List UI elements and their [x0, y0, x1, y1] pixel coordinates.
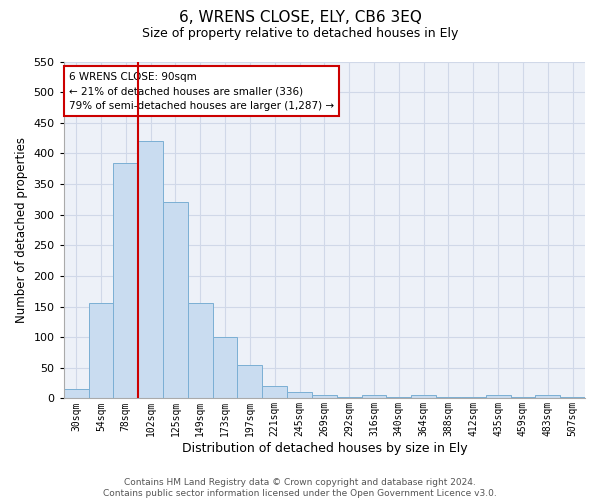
Bar [163, 202, 188, 398]
Bar [89, 304, 113, 398]
Bar [511, 396, 535, 398]
Bar [436, 396, 461, 398]
Bar [188, 304, 212, 398]
Text: Size of property relative to detached houses in Ely: Size of property relative to detached ho… [142, 28, 458, 40]
Bar [386, 396, 411, 398]
Bar [486, 396, 511, 398]
Bar [362, 396, 386, 398]
Bar [312, 396, 337, 398]
Bar [560, 396, 585, 398]
Text: 6 WRENS CLOSE: 90sqm
← 21% of detached houses are smaller (336)
79% of semi-deta: 6 WRENS CLOSE: 90sqm ← 21% of detached h… [69, 72, 334, 111]
Bar [262, 386, 287, 398]
Bar [461, 396, 486, 398]
Bar [138, 141, 163, 399]
Bar [411, 396, 436, 398]
Bar [238, 364, 262, 398]
Bar [535, 396, 560, 398]
Bar [287, 392, 312, 398]
Bar [212, 337, 238, 398]
Text: Contains HM Land Registry data © Crown copyright and database right 2024.
Contai: Contains HM Land Registry data © Crown c… [103, 478, 497, 498]
Bar [64, 389, 89, 398]
Y-axis label: Number of detached properties: Number of detached properties [15, 137, 28, 323]
X-axis label: Distribution of detached houses by size in Ely: Distribution of detached houses by size … [182, 442, 467, 455]
Bar [113, 162, 138, 398]
Text: 6, WRENS CLOSE, ELY, CB6 3EQ: 6, WRENS CLOSE, ELY, CB6 3EQ [179, 10, 421, 25]
Bar [337, 396, 362, 398]
